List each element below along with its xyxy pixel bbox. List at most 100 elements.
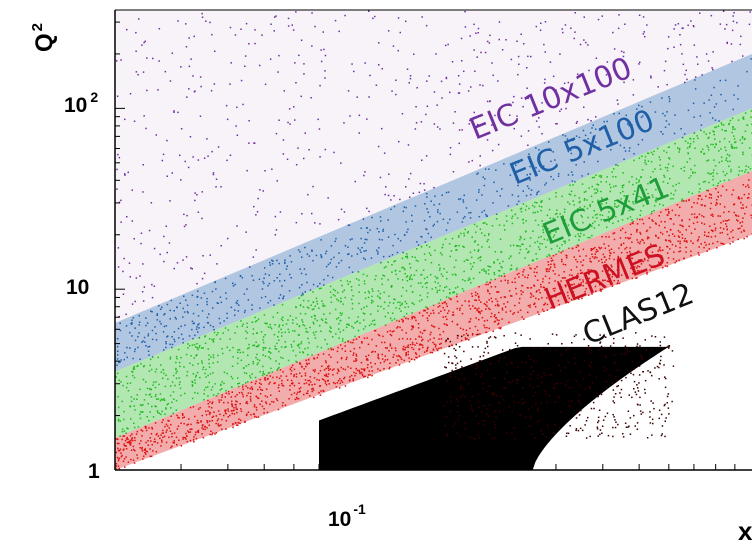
data-point (372, 290, 374, 292)
data-point (710, 229, 713, 231)
data-point (588, 364, 591, 366)
data-point (180, 128, 183, 130)
data-point (589, 387, 591, 389)
data-point (131, 433, 133, 435)
data-point (448, 310, 450, 312)
x-axis-title: x (738, 516, 752, 544)
data-point (548, 298, 550, 300)
data-point (139, 417, 142, 420)
data-point (263, 277, 265, 279)
data-point (276, 277, 278, 279)
data-point (565, 435, 568, 437)
data-point (567, 361, 570, 364)
data-point (356, 320, 359, 323)
data-point (357, 316, 359, 318)
data-point (724, 130, 726, 132)
data-point (262, 336, 265, 338)
data-point (550, 248, 553, 250)
data-point (156, 313, 159, 315)
data-point (405, 256, 407, 258)
data-point (142, 71, 145, 73)
data-point (397, 359, 399, 361)
data-point (535, 361, 537, 363)
data-point (477, 257, 479, 260)
data-point (489, 336, 492, 338)
data-point (575, 334, 577, 336)
data-point (320, 49, 322, 51)
data-point (475, 294, 477, 297)
data-point (278, 331, 280, 333)
data-point (501, 349, 504, 351)
data-point (382, 228, 385, 231)
data-point (665, 209, 667, 211)
data-point (565, 384, 567, 386)
data-point (497, 291, 500, 293)
data-point (321, 378, 324, 380)
data-point (449, 292, 451, 295)
data-point (302, 306, 305, 308)
data-point (699, 188, 701, 190)
data-point (358, 279, 360, 281)
data-point (120, 221, 122, 223)
data-point (491, 225, 494, 227)
data-point (498, 360, 500, 362)
data-point (165, 431, 167, 433)
data-point (351, 325, 353, 328)
data-point (211, 416, 214, 418)
data-point (355, 338, 358, 340)
data-point (660, 355, 662, 358)
data-point (319, 84, 321, 87)
data-point (274, 234, 277, 236)
data-point (477, 434, 480, 437)
data-point (516, 203, 518, 206)
data-point (452, 311, 454, 314)
data-point (667, 407, 670, 409)
data-point (374, 323, 376, 326)
data-point (498, 21, 501, 23)
data-point (515, 293, 518, 295)
data-point (332, 293, 335, 296)
data-point (683, 133, 686, 135)
data-point (533, 284, 535, 286)
data-point (175, 367, 177, 370)
data-point (392, 302, 395, 304)
data-point (705, 53, 708, 55)
data-point (369, 313, 372, 315)
data-point (417, 327, 420, 329)
data-point (299, 362, 301, 364)
data-point (589, 132, 592, 134)
data-point (185, 256, 188, 258)
data-point (483, 405, 485, 407)
data-point (578, 197, 581, 199)
data-point (363, 313, 366, 315)
data-point (414, 352, 417, 354)
data-point (439, 305, 441, 307)
data-point (229, 154, 232, 156)
data-point (236, 394, 238, 396)
data-point (261, 288, 264, 290)
data-point (548, 270, 550, 273)
data-point (687, 24, 689, 26)
data-point (169, 343, 171, 346)
data-point (333, 256, 335, 259)
data-point (562, 263, 565, 266)
data-point (456, 295, 458, 298)
data-point (444, 315, 447, 318)
data-point (637, 259, 640, 261)
data-point (534, 437, 536, 439)
data-point (638, 104, 640, 107)
data-point (519, 309, 522, 311)
data-point (668, 98, 671, 100)
data-point (454, 423, 457, 425)
data-point (121, 430, 124, 433)
data-point (118, 156, 121, 159)
data-point (231, 365, 234, 367)
data-point (312, 301, 315, 303)
data-point (363, 174, 365, 177)
data-point (411, 220, 413, 222)
data-point (724, 219, 727, 222)
data-point (314, 337, 317, 339)
data-point (653, 204, 656, 207)
data-point (138, 442, 141, 445)
data-point (200, 85, 202, 88)
